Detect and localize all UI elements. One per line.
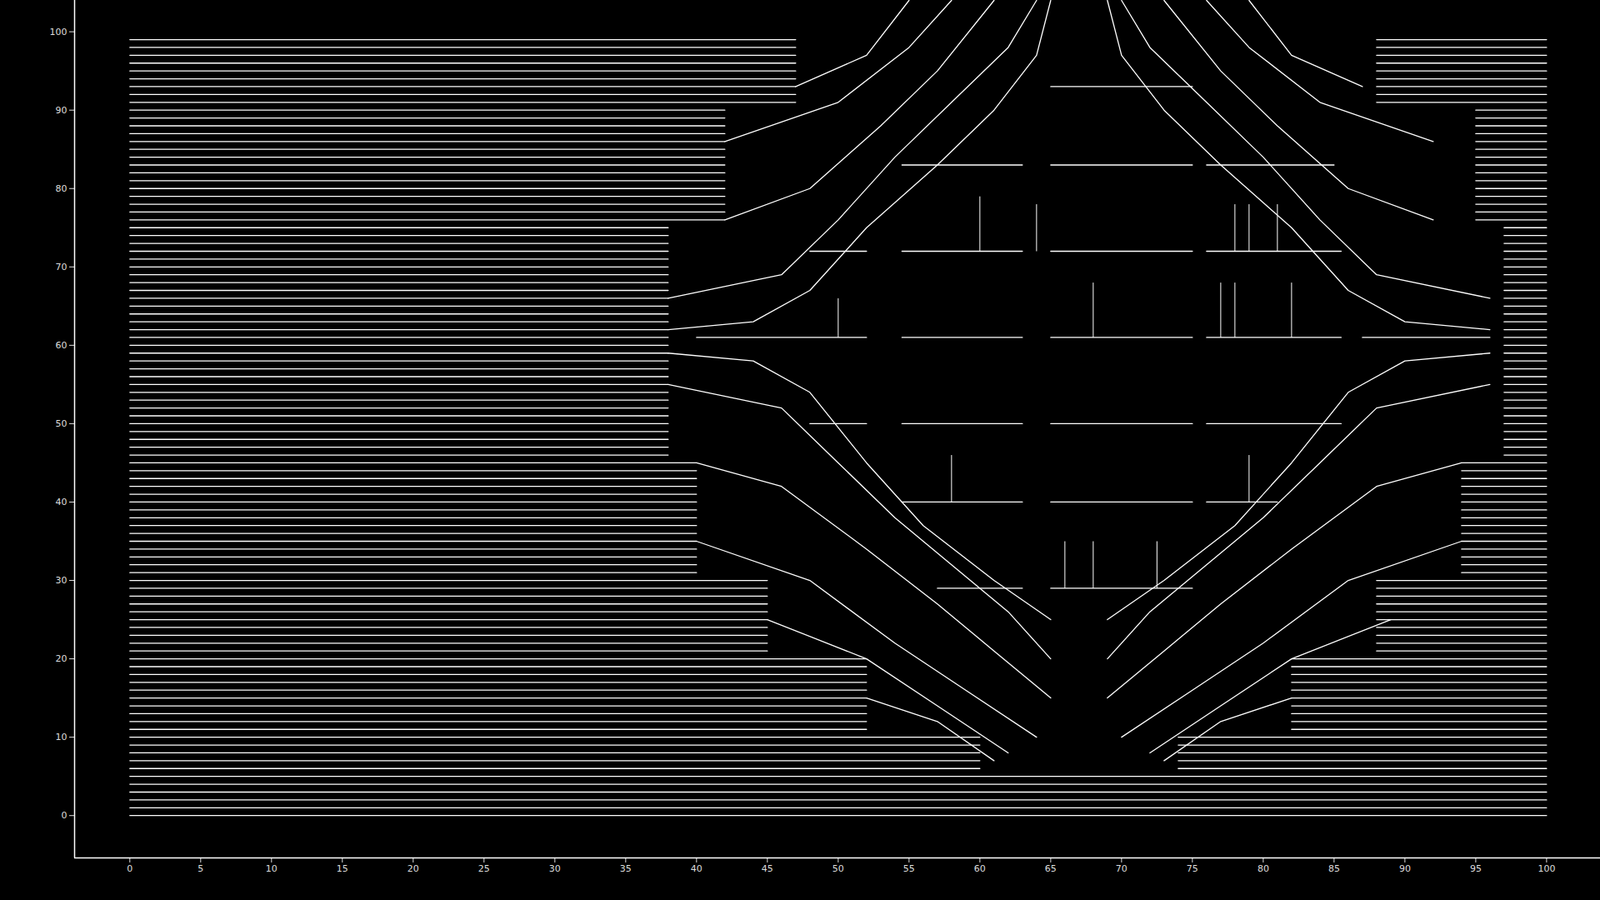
svg-text:40: 40: [690, 863, 703, 875]
svg-text:80: 80: [55, 183, 68, 195]
svg-text:25: 25: [478, 863, 490, 875]
svg-text:85: 85: [1328, 863, 1340, 875]
svg-text:30: 30: [55, 575, 68, 586]
svg-text:100: 100: [1537, 863, 1555, 875]
svg-text:10: 10: [55, 731, 68, 743]
svg-text:50: 50: [55, 418, 68, 430]
svg-text:60: 60: [974, 863, 986, 875]
svg-text:70: 70: [1115, 863, 1128, 875]
svg-text:60: 60: [55, 340, 68, 351]
svg-text:55: 55: [903, 863, 915, 875]
svg-text:30: 30: [549, 863, 561, 875]
svg-text:10: 10: [265, 863, 278, 875]
svg-text:75: 75: [1186, 863, 1199, 875]
svg-text:70: 70: [55, 261, 68, 273]
svg-text:0: 0: [61, 810, 68, 821]
svg-text:95: 95: [1470, 863, 1482, 875]
svg-text:100: 100: [50, 26, 68, 38]
svg-text:45: 45: [761, 863, 774, 875]
svg-text:40: 40: [55, 496, 68, 508]
svg-text:80: 80: [1257, 863, 1270, 875]
svg-text:20: 20: [55, 653, 68, 665]
svg-text:35: 35: [620, 863, 632, 875]
svg-text:15: 15: [336, 863, 349, 875]
svg-text:0: 0: [126, 863, 133, 875]
svg-text:20: 20: [407, 863, 420, 875]
svg-text:90: 90: [1399, 863, 1411, 875]
svg-text:5: 5: [197, 863, 204, 875]
svg-text:90: 90: [55, 105, 68, 116]
svg-text:65: 65: [1045, 863, 1057, 875]
svg-text:50: 50: [832, 863, 845, 875]
